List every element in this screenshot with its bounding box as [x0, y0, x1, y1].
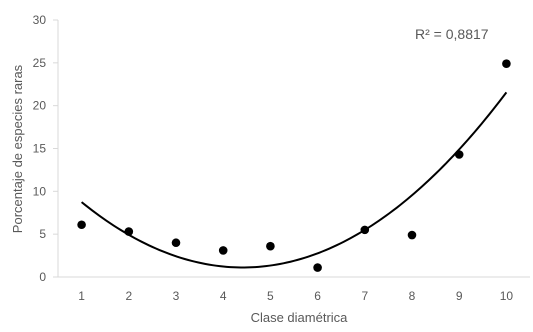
y-tick-label: 15	[33, 142, 47, 156]
data-point	[360, 225, 370, 235]
x-tick-label: 6	[314, 289, 321, 303]
x-tick-label: 1	[78, 289, 85, 303]
data-point	[407, 230, 417, 240]
data-point	[313, 263, 322, 272]
data-point	[124, 227, 134, 236]
data-point	[266, 241, 275, 251]
y-tick-label: 30	[33, 13, 47, 27]
x-tick-label: 4	[220, 289, 227, 303]
data-point	[454, 150, 464, 159]
x-tick-label: 8	[409, 289, 416, 303]
data-point	[171, 238, 181, 248]
x-tick-label: 2	[125, 289, 132, 303]
x-axis: 1 2 3 4 5 6 7 8 9 10	[58, 276, 530, 303]
x-tick-label: 5	[267, 289, 274, 303]
x-axis-title: Clase diamétrica	[251, 310, 349, 325]
x-tick-label: 3	[173, 289, 180, 303]
r-squared-annotation: R² = 0,8817	[415, 26, 489, 42]
x-tick-label: 7	[361, 289, 368, 303]
data-point	[77, 220, 86, 230]
x-tick-label: 10	[500, 289, 514, 303]
data-point	[502, 59, 511, 68]
y-tick-label: 25	[33, 56, 47, 70]
trendline	[80, 91, 508, 269]
y-tick-label: 20	[33, 99, 47, 113]
x-tick-label: 9	[456, 289, 463, 303]
y-tick-label: 5	[39, 227, 46, 241]
y-axis: 0 5 10 15 20 25 30	[33, 13, 59, 284]
data-points	[77, 59, 511, 272]
data-point	[218, 246, 228, 255]
y-tick-label: 0	[39, 270, 46, 284]
y-tick-label: 10	[33, 184, 47, 198]
y-axis-title: Porcentaje de especies raras	[10, 64, 25, 233]
